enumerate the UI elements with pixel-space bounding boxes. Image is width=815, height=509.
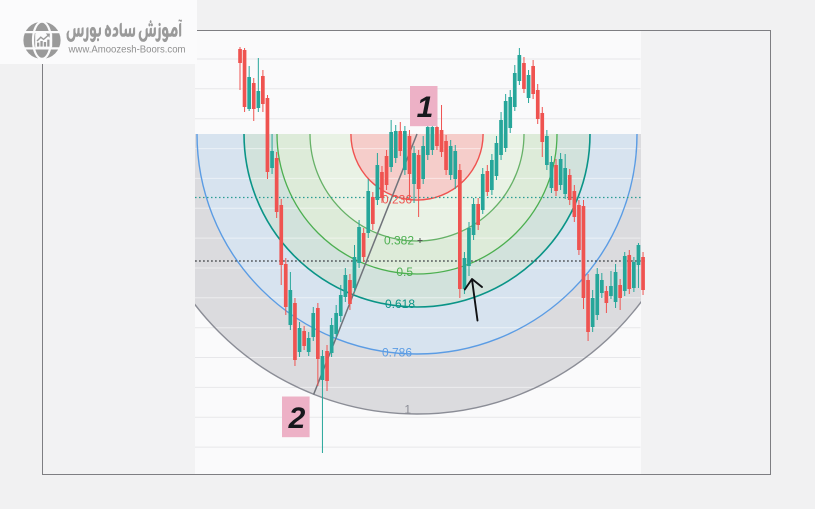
svg-text:1: 1	[404, 403, 411, 417]
svg-text:0.618: 0.618	[385, 297, 415, 311]
svg-text:1: 1	[417, 91, 434, 124]
svg-text:2: 2	[288, 402, 306, 435]
svg-text:0.236: 0.236	[382, 193, 412, 207]
svg-text:0.382: 0.382	[384, 234, 414, 248]
svg-text:0.5: 0.5	[396, 265, 413, 279]
svg-text:0.786: 0.786	[382, 346, 412, 360]
svg-text:www.Amoozesh-Boors.com: www.Amoozesh-Boors.com	[68, 44, 186, 56]
